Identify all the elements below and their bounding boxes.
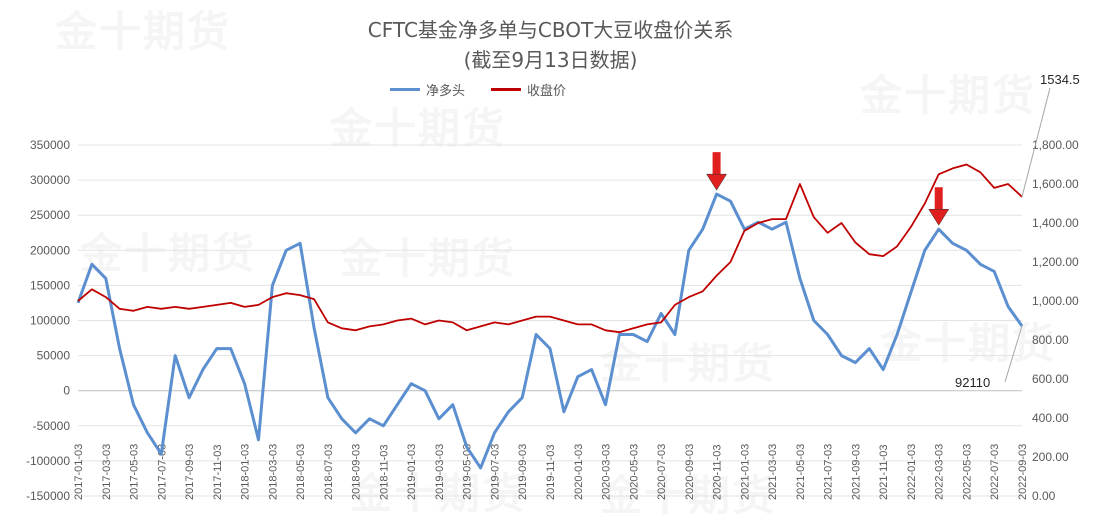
callout-net-long-value: 92110 [955, 375, 991, 390]
right-tick-label: 1,200.00 [1032, 255, 1079, 269]
legend-swatch-net-long [390, 88, 420, 91]
legend-item-close: 收盘价 [491, 80, 566, 99]
x-tick-label: 2021-05-03 [795, 444, 807, 500]
x-tick-label: 2019-01-03 [406, 444, 418, 500]
left-tick-label: 250000 [30, 208, 70, 222]
x-tick-label: 2021-03-03 [767, 444, 779, 500]
x-tick-label: 2019-11-03 [545, 445, 557, 500]
x-tick-label: 2021-07-03 [823, 444, 835, 500]
right-tick-label: 200.00 [1032, 450, 1069, 464]
x-tick-label: 2021-01-03 [739, 444, 751, 500]
left-tick-label: 100000 [30, 314, 70, 328]
x-tick-label: 2022-09-03 [1017, 444, 1029, 500]
left-tick-label: 50000 [37, 349, 71, 363]
legend-swatch-close [491, 88, 522, 91]
peak-arrow-2022 [928, 187, 950, 226]
right-tick-label: 400.00 [1032, 411, 1069, 425]
x-tick-label: 2017-01-03 [73, 444, 85, 500]
x-tick-label: 2021-11-03 [878, 445, 890, 500]
x-tick-label: 2018-05-03 [295, 444, 307, 500]
left-tick-label: -50000 [33, 419, 71, 433]
chart-subtitle: (截至9月13日数据) [463, 48, 638, 72]
right-tick-label: 1,000.00 [1032, 294, 1079, 308]
x-tick-label: 2018-11-03 [378, 445, 390, 500]
left-tick-label: -150000 [26, 489, 70, 503]
peak-arrow-2020 [706, 152, 728, 191]
x-tick-label: 2018-09-03 [351, 444, 363, 500]
watermark-3: 金十期货 [860, 71, 1037, 120]
series-line-net-long [76, 192, 1024, 470]
x-tick-label: 2017-03-03 [101, 444, 113, 500]
series-line-close [77, 163, 1023, 334]
left-tick-label: -100000 [26, 454, 70, 468]
right-tick-label: 600.00 [1032, 372, 1069, 386]
x-tick-label: 2022-03-03 [934, 444, 946, 500]
x-tick-label: 2021-09-03 [850, 444, 862, 500]
x-tick-label: 2019-03-03 [434, 444, 446, 500]
right-tick-label: 1,800.00 [1032, 138, 1079, 152]
x-tick-label: 2019-09-03 [517, 444, 529, 500]
x-tick-label: 2017-09-03 [184, 444, 196, 500]
callout-leader-net-long [1004, 325, 1023, 383]
x-tick-label: 2022-01-03 [906, 444, 918, 500]
x-tick-label: 2018-07-03 [323, 444, 335, 500]
x-tick-label: 2020-01-03 [573, 444, 585, 500]
chart: 金十期货 金十期货 金十期货 金十期货 金十期货 金十期货 金十期货 金十期货 … [25, 7, 1080, 503]
watermark-4: 金十期货 [80, 229, 257, 278]
right-tick-label: 0.00 [1032, 489, 1056, 503]
callout-close-value: 1534.5 [1040, 72, 1080, 87]
x-tick-label: 2019-07-03 [489, 444, 501, 500]
plot-area: -150000 -100000 -50000 0 50000 100000 150000 20… [26, 87, 1079, 503]
right-tick-label: 1,400.00 [1032, 216, 1079, 230]
x-tick-label: 2018-03-03 [267, 444, 279, 500]
legend: 净多头 收盘价 [390, 80, 566, 99]
x-tick-label: 2020-07-03 [656, 444, 668, 500]
watermark-5: 金十期货 [340, 234, 517, 283]
x-tick-label: 2019-05-03 [462, 444, 474, 500]
x-tick-label: 2020-11-03 [712, 445, 724, 500]
watermark-7: 金十期货 [880, 319, 1057, 368]
x-tick-label: 2022-07-03 [989, 444, 1001, 500]
x-tick-label: 2018-01-03 [240, 444, 252, 500]
legend-label-close: 收盘价 [527, 84, 567, 99]
x-tick-label: 2020-05-03 [628, 444, 640, 500]
x-tick-label: 2017-05-03 [129, 444, 141, 500]
x-tick-label: 2017-07-03 [156, 444, 168, 500]
left-tick-label: 350000 [30, 138, 70, 152]
right-tick-label: 1,600.00 [1032, 177, 1079, 191]
watermark-6: 金十期货 [600, 339, 777, 388]
x-tick-label: 2020-03-03 [601, 444, 613, 500]
callout-leader-close [1021, 87, 1051, 197]
chart-title: CFTC基金净多单与CBOT大豆收盘价关系 [367, 18, 734, 42]
left-tick-label: 150000 [30, 278, 70, 292]
right-tick-label: 800.00 [1032, 333, 1069, 347]
x-tick-label: 2020-09-03 [684, 444, 696, 500]
legend-item-net-long: 净多头 [390, 80, 465, 99]
watermark-1: 金十期货 [55, 7, 232, 56]
x-tick-label: 2022-05-03 [961, 444, 973, 500]
x-tick-label: 2017-11-03 [212, 445, 224, 500]
left-tick-label: 300000 [30, 173, 70, 187]
left-tick-label: 200000 [30, 243, 70, 257]
left-tick-label: 0 [63, 384, 70, 398]
legend-label-net-long: 净多头 [426, 84, 466, 99]
